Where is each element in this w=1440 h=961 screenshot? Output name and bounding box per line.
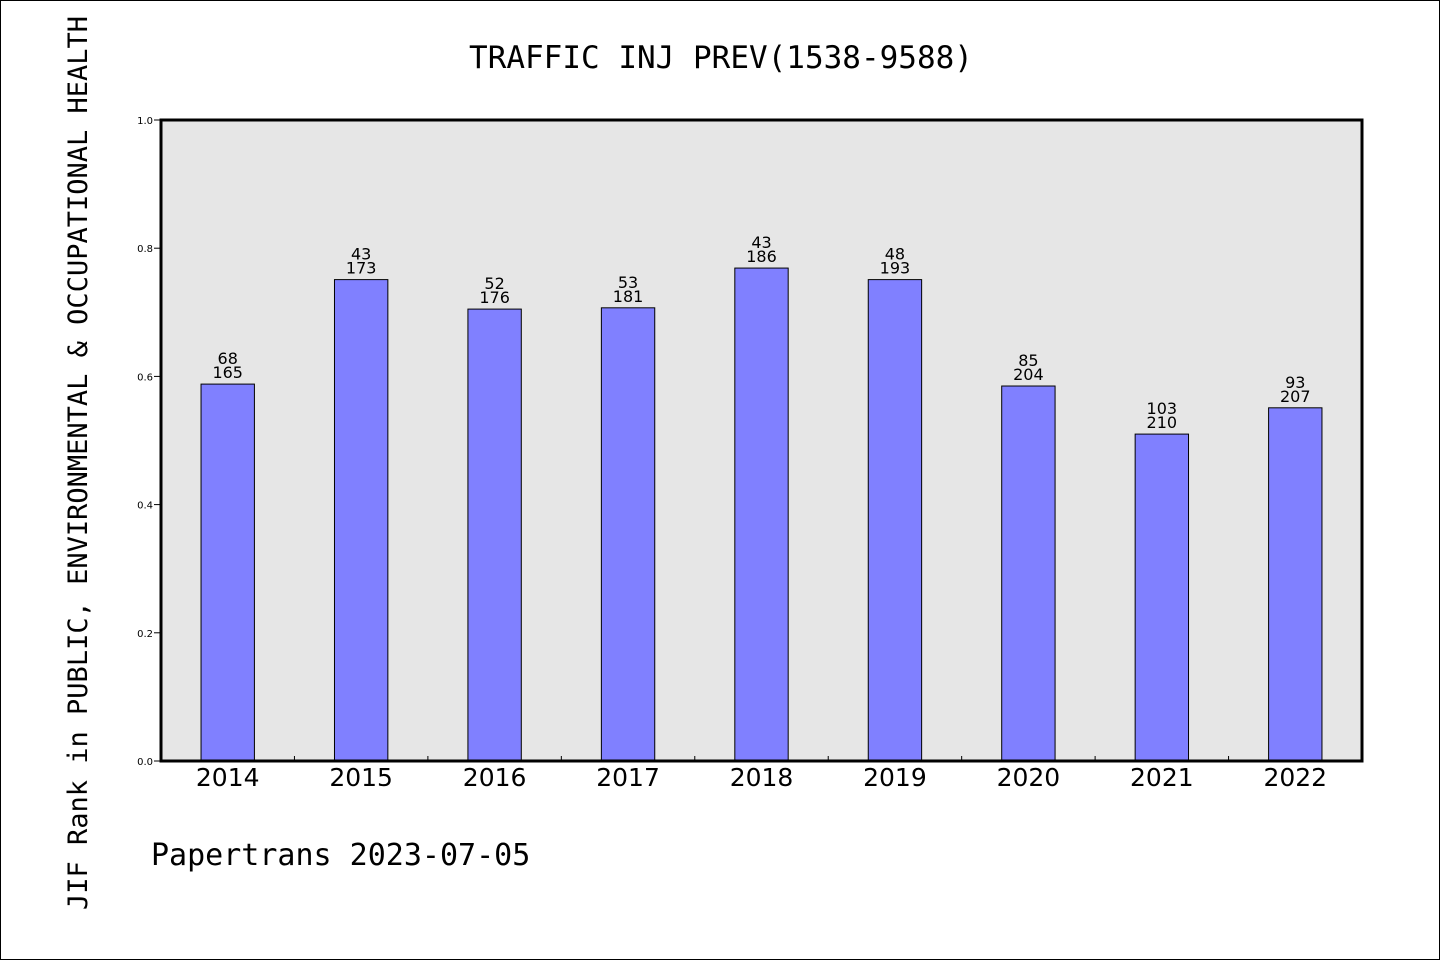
y-tick-label: 0.6 — [137, 372, 153, 383]
bar-2021 — [1134, 433, 1190, 762]
x-tick-label: 2018 — [730, 763, 794, 792]
bar-2020 — [1001, 385, 1056, 762]
bar-rank-label: 52 — [484, 274, 504, 293]
bar-rank-label: 103 — [1147, 399, 1178, 418]
y-axis: 0.0 0.2 0.4 0.6 0.8 1.0 — [137, 116, 161, 768]
bar-rank-label: 43 — [751, 233, 771, 252]
bar-rank-label: 48 — [885, 245, 905, 264]
bar-total-label: 186 — [746, 247, 777, 266]
bar-rank-label: 93 — [1285, 373, 1305, 392]
x-tick-label: 2015 — [329, 763, 393, 792]
bar-2018 — [734, 267, 789, 762]
bar-total-label: 204 — [1013, 365, 1044, 384]
chart-title: TRAFFIC INJ PREV(1538-9588) — [469, 40, 973, 76]
x-tick-label: 2019 — [863, 763, 927, 792]
bar-2019 — [867, 279, 923, 762]
x-tick-label: 2016 — [463, 763, 527, 792]
y-tick-label: 0.4 — [137, 501, 153, 512]
y-axis-label: JIF Rank in PUBLIC, ENVIRONMENTAL & OCCU… — [63, 16, 94, 910]
y-tick-label: 0.0 — [137, 757, 153, 768]
bar-total-label: 173 — [346, 259, 377, 278]
bar-2015 — [333, 279, 389, 762]
x-tick-label: 2014 — [196, 763, 260, 792]
x-tick-label: 2021 — [1130, 763, 1194, 792]
bar-total-label: 210 — [1147, 413, 1178, 432]
x-tick-label: 2022 — [1263, 763, 1327, 792]
bar-2017 — [600, 307, 656, 762]
plot-border — [159, 118, 1364, 763]
bar-rank-label: 53 — [618, 273, 638, 292]
bar-2014 — [200, 383, 255, 762]
bar-rank-label: 85 — [1018, 351, 1038, 370]
bar-2022 — [1268, 407, 1323, 762]
y-tick-label: 0.8 — [137, 244, 153, 255]
bar-rank-label: 68 — [218, 349, 238, 368]
bar-rank-label: 43 — [351, 245, 371, 264]
footer-credit: Papertrans 2023-07-05 — [151, 838, 530, 873]
x-axis: 2014 2015 2016 2017 2018 2019 2020 2021 2022 — [196, 756, 1327, 792]
bar-total-label: 176 — [479, 288, 510, 307]
bar-total-label: 207 — [1280, 387, 1311, 406]
x-tick-label: 2017 — [596, 763, 660, 792]
y-tick-label: 1.0 — [137, 116, 153, 127]
x-tick-label: 2020 — [997, 763, 1061, 792]
bar-total-label: 181 — [613, 287, 644, 306]
bar-2016 — [467, 308, 522, 762]
y-tick-label: 0.2 — [137, 629, 153, 640]
bar-total-label: 193 — [880, 259, 911, 278]
bar-total-label: 165 — [212, 363, 243, 382]
